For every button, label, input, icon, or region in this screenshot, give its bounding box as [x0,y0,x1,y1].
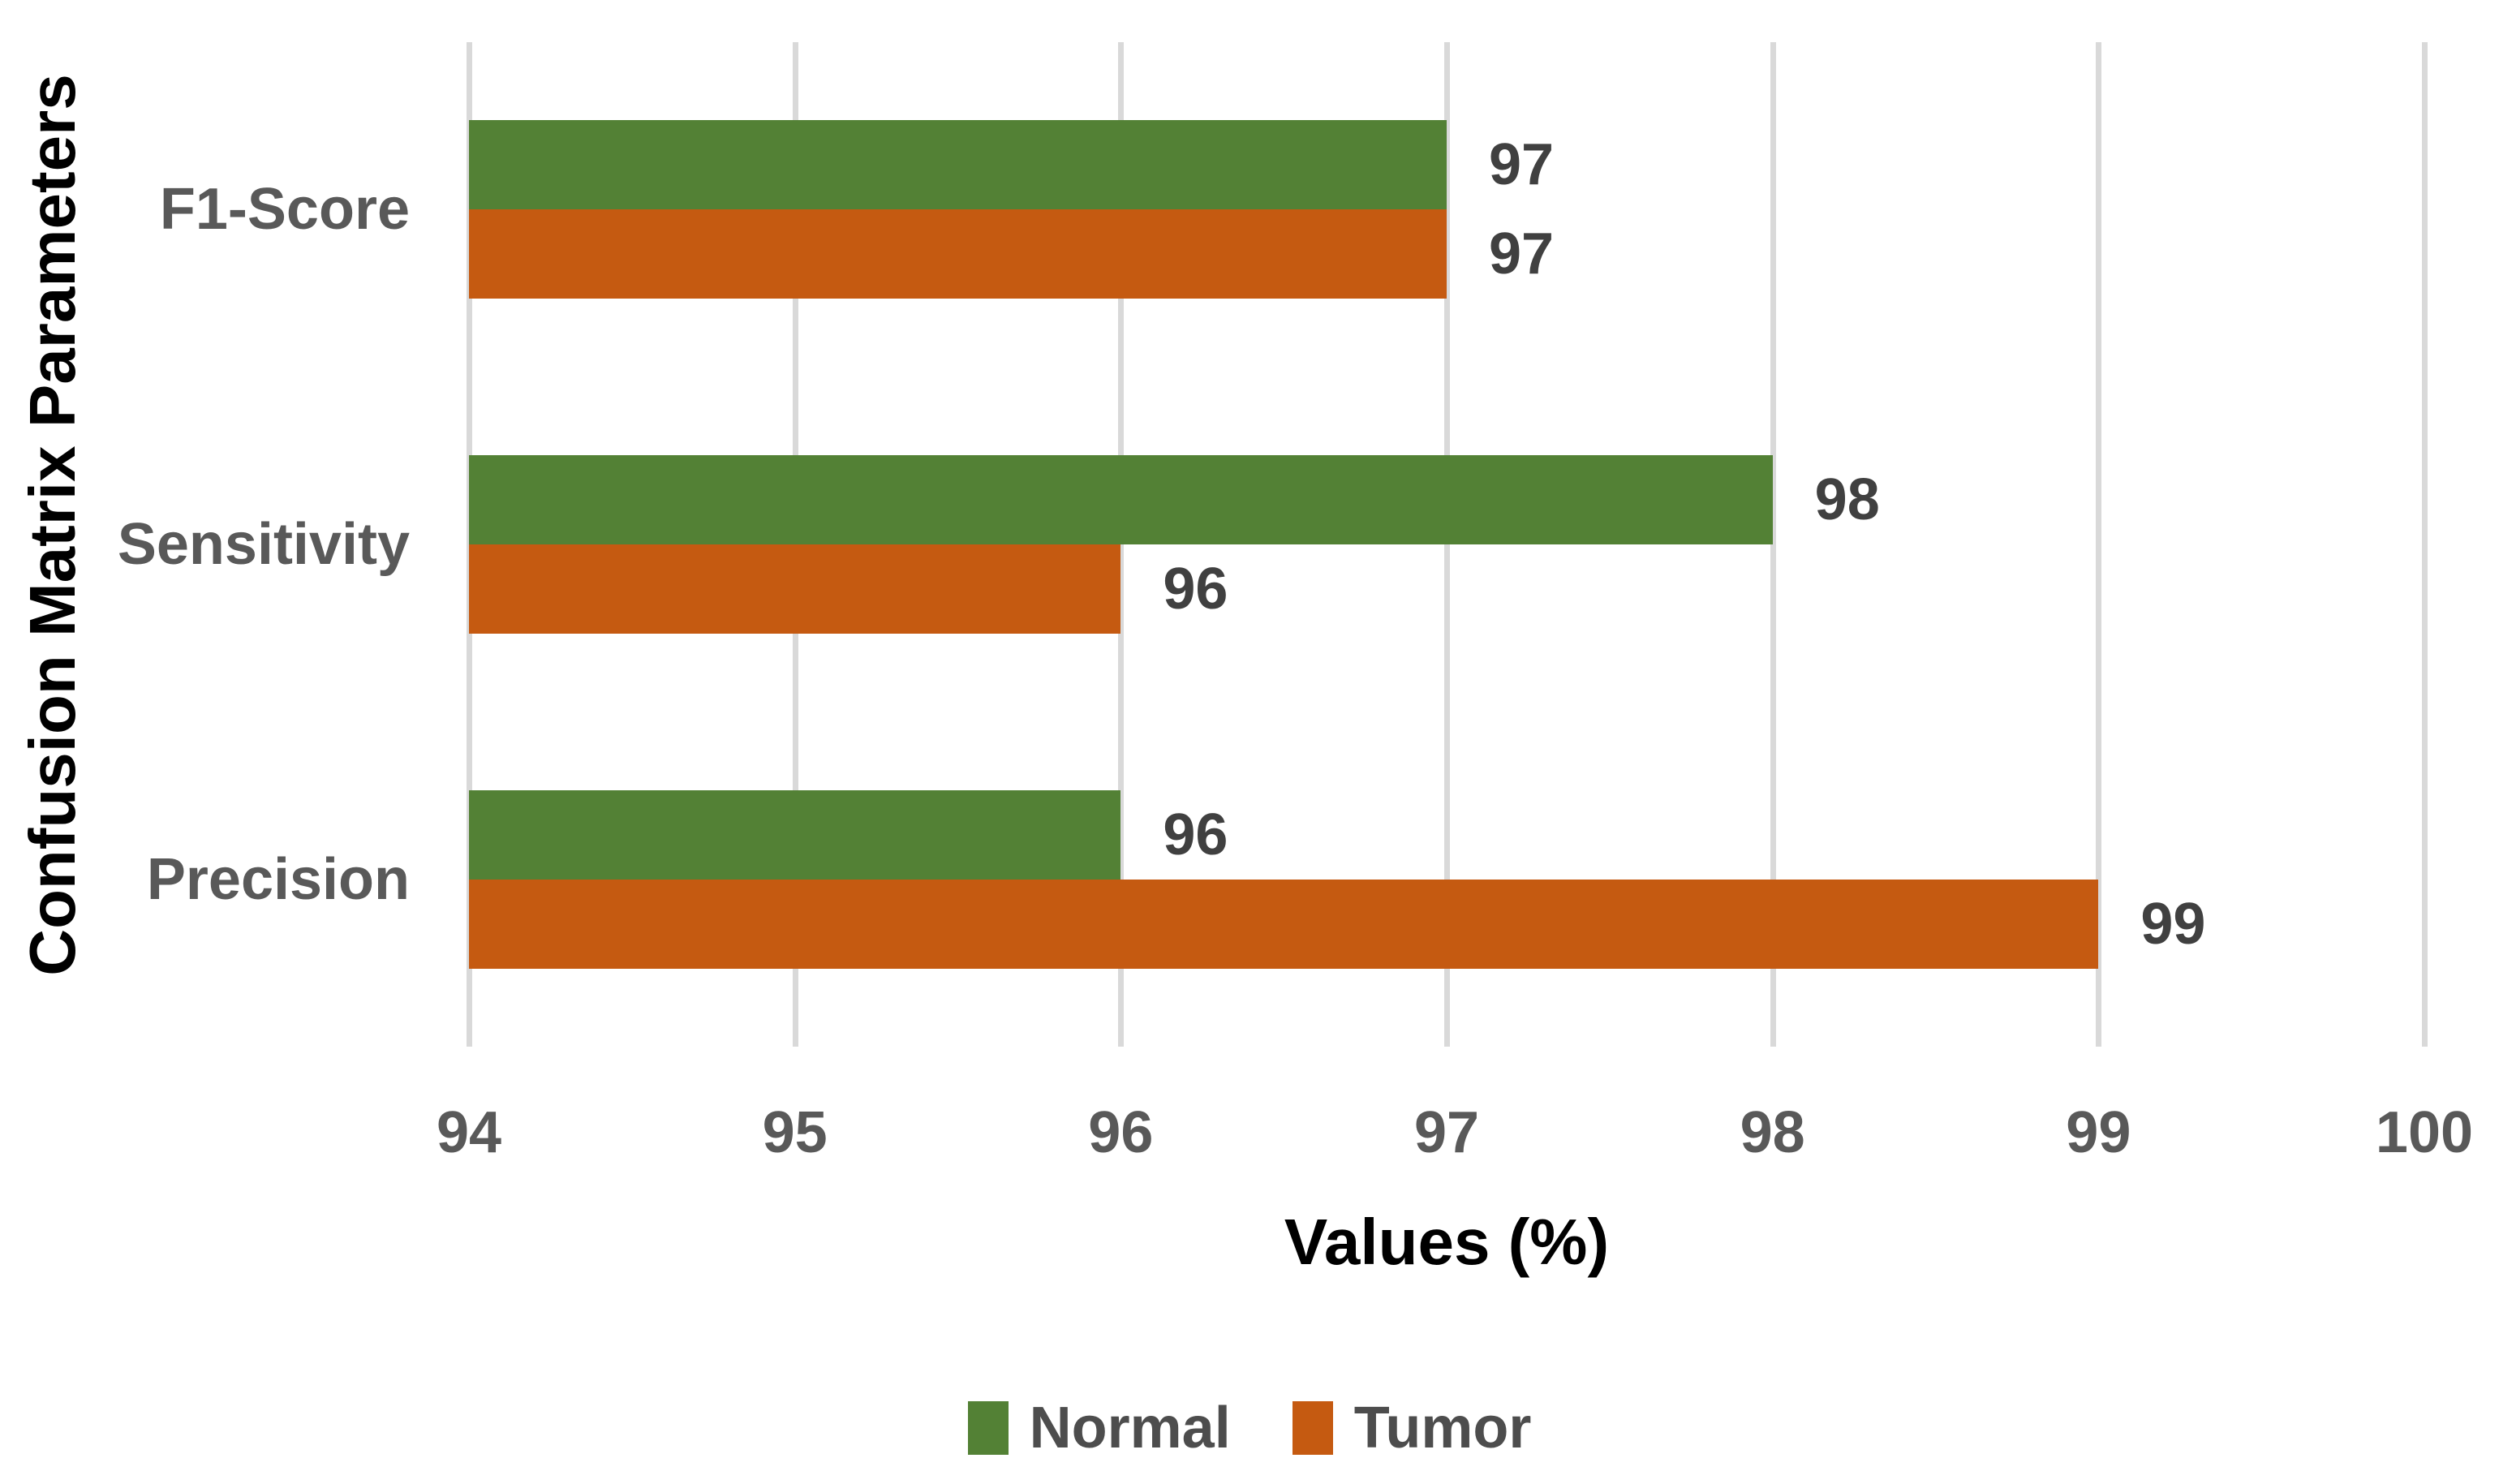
category-label-precision: Precision [146,846,410,912]
gridline-97 [1444,42,1450,1047]
bar-normal-sensitivity [469,455,1773,544]
value-label-normal-sensitivity: 98 [1814,467,1880,532]
x-tick-label-98: 98 [1740,1100,1805,1165]
x-tick-label-97: 97 [1413,1100,1480,1165]
gridline-100 [2422,42,2428,1047]
x-tick-label-94: 94 [436,1100,502,1165]
x-axis-ticks: 94 95 96 97 98 99 100 [437,1099,2473,1172]
category-axis: F1-Score Sensitivity Precision [0,42,410,1047]
bar-tumor-precision [469,879,2099,969]
category-label-sensitivity: Sensitivity [117,512,410,577]
bar-tumor-f1-score [469,209,1447,299]
legend-label-tumor: Tumor [1353,1396,1532,1460]
gridline-98 [1770,42,1776,1047]
category-label-f1-score: F1-Score [159,177,410,243]
legend-swatch-normal [967,1401,1009,1455]
gridline-96 [1118,42,1125,1047]
legend-item-tumor: Tumor [1292,1395,1532,1461]
value-label-tumor-precision: 99 [2140,891,2206,957]
gridline-99 [2096,42,2102,1047]
value-label-normal-precision: 96 [1163,802,1228,867]
plot-area: 97 97 98 96 96 99 [467,42,2428,1047]
legend-swatch-tumor [1292,1401,1333,1455]
legend-item-normal: Normal [967,1395,1231,1461]
x-tick-label-96: 96 [1088,1100,1154,1165]
value-label-tumor-sensitivity: 96 [1163,557,1228,622]
x-tick-label-100: 100 [2375,1100,2474,1165]
legend-label-normal: Normal [1029,1396,1231,1460]
bar-normal-precision [469,789,1121,880]
x-tick-label-99: 99 [2066,1100,2131,1165]
legend: Normal Tumor [0,1379,2499,1477]
value-label-normal-f1-score: 97 [1489,132,1555,198]
value-label-tumor-f1-score: 97 [1489,222,1555,287]
bar-tumor-sensitivity [469,544,1121,634]
bar-normal-f1-score [469,120,1447,210]
x-tick-label-95: 95 [762,1100,828,1165]
x-axis-title: Values (%) [1284,1206,1610,1278]
